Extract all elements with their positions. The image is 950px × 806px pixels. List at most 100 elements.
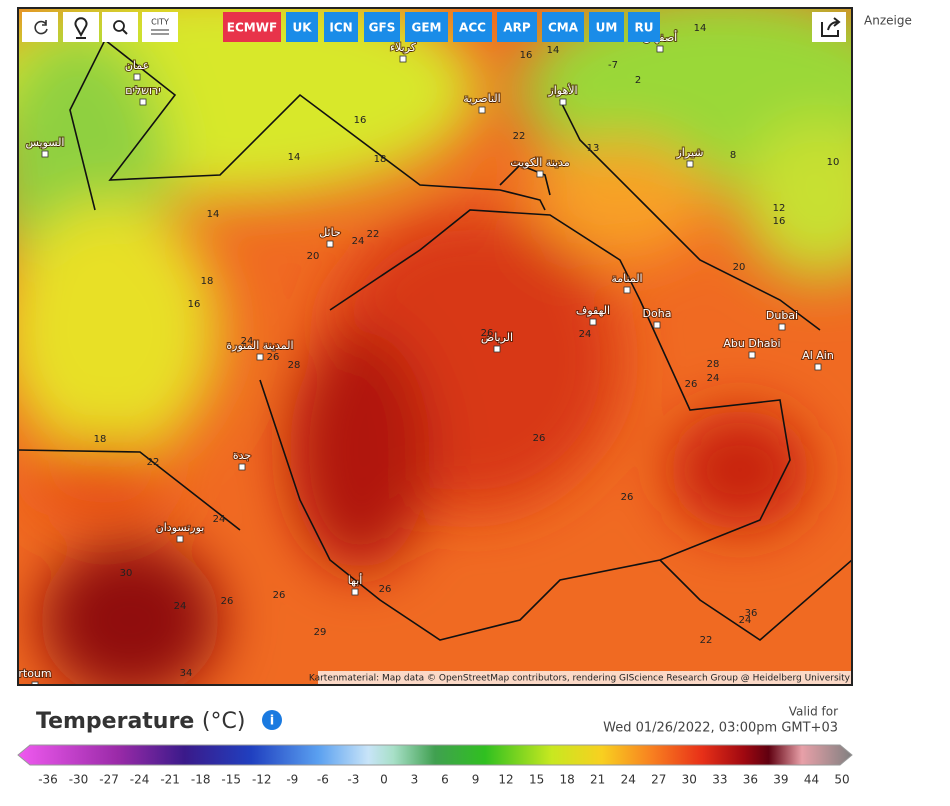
- contour-label: 16: [520, 50, 533, 61]
- colorbar-tick-label: -30: [69, 773, 89, 787]
- contour-label: 2: [635, 75, 641, 86]
- contour-label: 16: [188, 299, 201, 310]
- contour-label: 8: [730, 150, 736, 161]
- place-label: شيراز: [676, 146, 704, 159]
- model-button[interactable]: [542, 12, 584, 42]
- model-button[interactable]: [453, 12, 492, 42]
- place-marker: [256, 353, 264, 361]
- contour-label: 26: [379, 584, 392, 595]
- place-marker: [623, 286, 631, 294]
- model-button[interactable]: [324, 12, 358, 42]
- map[interactable]: Doha Dubai Abu Dhabi Al Ain الرياض مدينة الكو…: [0, 0, 920, 700]
- contour-label: 22: [700, 635, 713, 646]
- model-label: UK: [292, 21, 312, 35]
- place-marker: [399, 55, 407, 63]
- contour-label: 12: [773, 203, 786, 214]
- model-button[interactable]: [286, 12, 318, 42]
- contour-label: 14: [288, 152, 301, 163]
- model-button[interactable]: [497, 12, 537, 42]
- place-label: بورتسودان: [156, 521, 205, 534]
- contour-label: 14: [207, 209, 220, 220]
- colorbar-tick-label: 39: [773, 773, 788, 787]
- place-marker: [559, 98, 567, 106]
- place-marker: [238, 463, 246, 471]
- place-label: Doha: [643, 307, 672, 320]
- contour-label: 28: [288, 360, 301, 371]
- place-marker: [133, 73, 141, 81]
- colorbar-tick-label: 18: [560, 773, 575, 787]
- place-marker: [31, 681, 39, 685]
- colorbar-tick-label: 6: [441, 773, 449, 787]
- contour-label: 16: [773, 216, 786, 227]
- model-label: CMA: [548, 21, 579, 35]
- model-button[interactable]: [628, 12, 660, 42]
- model-button[interactable]: [364, 12, 400, 42]
- place-marker: [686, 160, 694, 168]
- contour-label: 26: [533, 433, 546, 444]
- colorbar-tick-label: -6: [317, 773, 329, 787]
- colorbar-tick-label: -36: [38, 773, 58, 787]
- place-label: كربلاء: [390, 41, 417, 54]
- place-marker: [536, 170, 544, 178]
- place-label: الأهواز: [547, 83, 577, 97]
- contour-label: 26: [481, 328, 494, 339]
- contour-label: 14: [694, 23, 707, 34]
- colorbar-tick-label: 0: [380, 773, 388, 787]
- contour-label: 24: [739, 615, 752, 626]
- model-button[interactable]: [405, 12, 448, 42]
- ad-label: Anzeige: [864, 14, 912, 28]
- zoom-button[interactable]: [102, 12, 138, 42]
- model-label: ACC: [459, 21, 486, 35]
- place-marker: [326, 240, 334, 248]
- model-button[interactable]: [223, 12, 281, 42]
- colorbar-tick-label: 21: [590, 773, 605, 787]
- place-label: أبها: [348, 573, 363, 587]
- colorbar-tick-label: -24: [130, 773, 150, 787]
- place-label: الرياض: [481, 331, 513, 344]
- contour-label: 28: [707, 359, 720, 370]
- place-label: ירושלים: [125, 84, 160, 97]
- info-icon[interactable]: [262, 710, 282, 730]
- contour-label: 20: [307, 251, 320, 262]
- place-marker: [351, 588, 359, 596]
- colorbar-tick-label: 12: [498, 773, 513, 787]
- place-marker: [493, 345, 501, 353]
- model-label: RU: [635, 21, 654, 35]
- city-label: CITY: [151, 18, 169, 27]
- place-label: الناصرية: [463, 92, 500, 105]
- colorbar-tick-label: -21: [160, 773, 180, 787]
- contour-label: 26: [267, 352, 280, 363]
- colorbar-tick-label: -12: [252, 773, 272, 787]
- reload-button[interactable]: [22, 12, 58, 42]
- colorbar-tick-label: 30: [682, 773, 697, 787]
- model-label: ICN: [329, 21, 352, 35]
- model-button[interactable]: [589, 12, 624, 42]
- contour-label: 26: [685, 379, 698, 390]
- place-label: المدينة المنورة: [226, 339, 293, 352]
- place-marker: [478, 106, 486, 114]
- contour-label: 22: [367, 229, 380, 240]
- place-marker: [589, 318, 597, 326]
- colorbar-tick-label: 24: [621, 773, 636, 787]
- contour-label: 22: [147, 457, 160, 468]
- borders: [18, 19, 852, 642]
- place-label: rtoum: [18, 667, 51, 680]
- place-label: Dubai: [766, 309, 798, 322]
- legend-title: Temperature (°C): [36, 709, 245, 734]
- model-label: UM: [596, 21, 618, 35]
- colorbar-tick-label: 9: [472, 773, 480, 787]
- contour-label: 18: [201, 276, 214, 287]
- model-label: GFS: [369, 21, 396, 35]
- places: Doha Dubai Abu Dhabi Al Ain الرياض مدينة الكو…: [18, 29, 835, 685]
- colorbar-tick-label: -18: [191, 773, 211, 787]
- place-label: السويس: [26, 136, 65, 149]
- place-marker: [176, 535, 184, 543]
- colorbar-tick-label: 50: [834, 773, 849, 787]
- city-button[interactable]: [142, 12, 178, 42]
- colorbar-tick-label: -9: [286, 773, 298, 787]
- place-marker: [778, 323, 786, 331]
- place-label: مدينة الكويت: [510, 156, 570, 169]
- contour-label: 24: [241, 336, 254, 347]
- contour-label: 29: [314, 627, 327, 638]
